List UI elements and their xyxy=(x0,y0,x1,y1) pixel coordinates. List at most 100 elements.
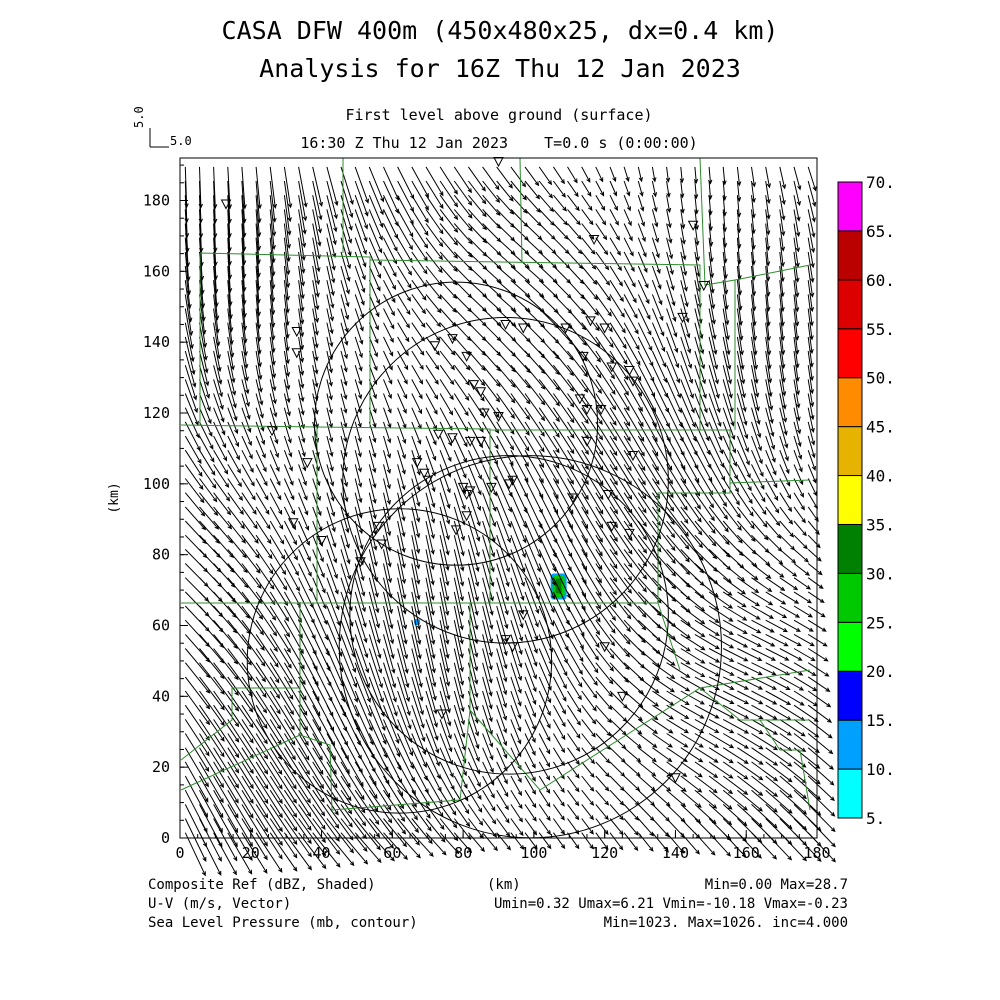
wind-vector-915 xyxy=(397,549,407,585)
wind-vector-795 xyxy=(609,591,632,620)
wind-vector-1381 xyxy=(623,407,645,442)
wind-vector-106 xyxy=(411,804,432,832)
wind-vector-1283 xyxy=(510,435,529,468)
wind-vector-1014 xyxy=(524,520,542,559)
wind-vector-2078 xyxy=(298,180,308,222)
wind-vector-775 xyxy=(326,591,341,627)
wind-vector-2075 xyxy=(255,180,262,224)
wind-vector-931 xyxy=(623,549,648,580)
wind-vector-1720 xyxy=(326,294,335,322)
wind-vector-422 xyxy=(425,705,439,741)
wind-vector-1823 xyxy=(510,265,531,284)
wind-vector-1436 xyxy=(765,393,774,425)
wind-vector-1396 xyxy=(199,393,212,425)
wind-vector-1556 xyxy=(553,350,574,377)
wind-vector-1355 xyxy=(255,407,265,432)
wind-vector-960 xyxy=(397,535,406,569)
wind-vector-1468 xyxy=(581,379,603,410)
wind-vector-899 xyxy=(807,563,823,576)
wind-vector-626 xyxy=(765,648,790,661)
wind-vector-167 xyxy=(637,789,656,807)
wind-vector-699 xyxy=(524,620,538,654)
wind-vector-402 xyxy=(779,718,806,737)
wind-vector-207 xyxy=(567,775,580,793)
wind-vector-1192 xyxy=(496,464,513,498)
wind-vector-1874 xyxy=(595,251,610,271)
y-tick-label-2: 40 xyxy=(152,687,170,705)
wind-vector-1765 xyxy=(326,280,335,309)
wind-vector-1376 xyxy=(552,407,575,439)
wind-vector-1338 xyxy=(651,421,672,457)
wind-vector-493 xyxy=(793,690,819,707)
wind-vector-1209 xyxy=(736,464,752,492)
station-marker-30 xyxy=(574,394,586,405)
wind-vector-1939 xyxy=(241,223,247,266)
wind-vector-1394 xyxy=(807,407,815,434)
wind-vector-2145 xyxy=(609,166,617,183)
wind-vector-1135 xyxy=(326,478,335,502)
wind-vector-2079 xyxy=(312,180,323,221)
wind-vector-1235 xyxy=(467,449,482,480)
x-tick-label-1: 20 xyxy=(242,844,260,862)
wind-vector-418 xyxy=(368,705,387,745)
wind-vector-2091 xyxy=(482,180,501,203)
wind-vector-1916 xyxy=(553,237,570,255)
wind-vector-886 xyxy=(623,563,647,593)
wind-vector-1132 xyxy=(283,478,295,501)
wind-vector-452 xyxy=(213,690,240,728)
wind-vector-612 xyxy=(567,648,583,676)
wind-vector-2150 xyxy=(679,166,685,184)
wind-vector-1072 xyxy=(708,506,729,533)
wind-vector-619 xyxy=(666,648,691,665)
station-marker-27 xyxy=(606,362,618,373)
wind-vector-1375 xyxy=(538,407,560,438)
wind-vector-716 xyxy=(765,619,789,633)
wind-vector-1115 xyxy=(680,492,702,523)
wind-vector-1414 xyxy=(453,393,469,417)
wind-vector-2043 xyxy=(439,194,459,221)
wind-vector-1078 xyxy=(793,506,806,524)
wind-vector-1380 xyxy=(609,407,631,442)
wind-vector-301 xyxy=(623,747,642,763)
wind-vector-242 xyxy=(425,761,442,793)
wind-vector-1013 xyxy=(510,520,526,559)
wind-vector-1447 xyxy=(283,379,291,404)
wind-vector-2142 xyxy=(567,166,578,184)
wind-vector-2052 xyxy=(567,194,580,212)
colorbar-segment-5 xyxy=(837,523,863,574)
wind-vector-447 xyxy=(779,704,806,722)
wind-vector-454 xyxy=(241,690,268,730)
wind-vector-790 xyxy=(538,591,555,627)
wind-vector-1954 xyxy=(453,223,473,245)
wind-vector-1327 xyxy=(496,421,515,451)
wind-vector-904 xyxy=(241,549,261,574)
wind-vector-1320 xyxy=(397,421,407,445)
wind-vector-836 xyxy=(552,577,570,613)
wind-vector-1070 xyxy=(680,506,703,536)
wind-vector-346 xyxy=(623,733,642,749)
wind-vector-789 xyxy=(524,591,539,628)
wind-vector-184 xyxy=(241,775,269,819)
wind-vector-1162 xyxy=(708,478,728,508)
wind-vector-296 xyxy=(552,747,565,767)
wind-vector-1344 xyxy=(736,421,749,453)
wind-vector-582 xyxy=(779,662,804,676)
x-tick-label-0: 0 xyxy=(175,844,184,862)
wind-vector-258 xyxy=(652,761,672,777)
wind-vector-661 xyxy=(623,634,646,656)
wind-vector-855 xyxy=(184,563,209,588)
wind-vector-169 xyxy=(666,789,687,808)
wind-vector-509 xyxy=(383,676,398,717)
wind-vector-2089 xyxy=(453,180,473,206)
wind-vector-1410 xyxy=(397,393,407,414)
wind-vector-1109 xyxy=(595,492,618,529)
wind-vector-1984 xyxy=(241,209,247,252)
wind-vector-1426 xyxy=(623,393,644,428)
wind-vector-2124 xyxy=(312,166,323,208)
wind-vector-246 xyxy=(482,761,495,786)
wind-vector-252 xyxy=(567,761,580,779)
wind-vector-2044 xyxy=(453,194,473,219)
wind-vector-1086 xyxy=(269,492,283,516)
wind-vector-1499 xyxy=(383,364,393,385)
wind-vector-86 xyxy=(765,818,793,846)
